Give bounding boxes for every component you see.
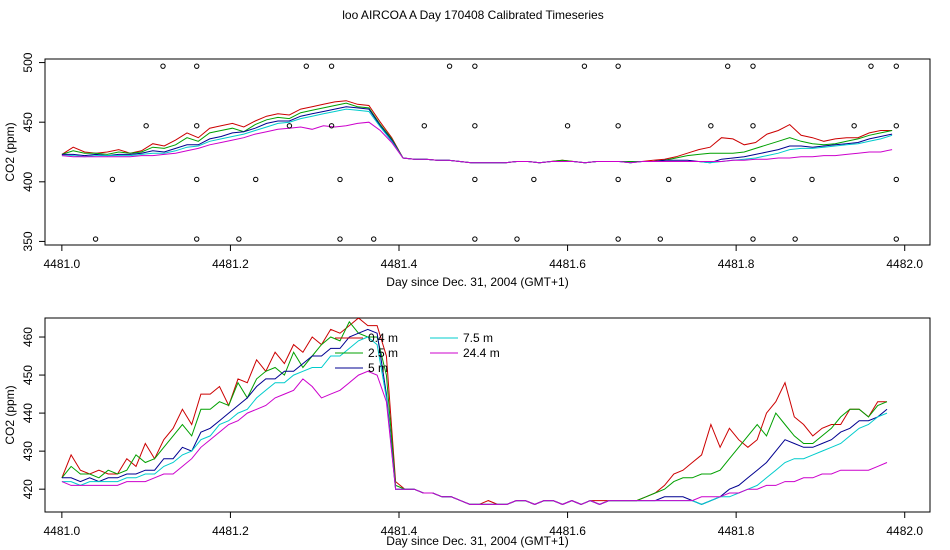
- series-group: [61, 100, 893, 164]
- legend-label: 7.5 m: [463, 331, 493, 345]
- outlier-point: [750, 176, 756, 183]
- outlier-point: [472, 123, 478, 129]
- outlier-point: [893, 63, 899, 69]
- x-tick-label: 4481.0: [44, 524, 81, 538]
- outlier-point: [564, 123, 571, 129]
- x-tick-label: 4481.6: [549, 257, 586, 271]
- y-tick-label: 450: [21, 365, 35, 385]
- legend-label: 0.4 m: [368, 331, 398, 345]
- y-tick-label: 450: [21, 112, 35, 132]
- y-tick-label: 420: [21, 479, 35, 499]
- outlier-point: [809, 176, 815, 183]
- outlier-point: [893, 176, 899, 183]
- outlier-point: [446, 63, 453, 69]
- x-tick-label: 4481.2: [212, 257, 249, 271]
- series-line-24-4-m: [61, 370, 888, 505]
- x-tick-label: 4481.0: [44, 257, 81, 271]
- outlier-point: [109, 176, 116, 183]
- outlier-point: [708, 123, 714, 129]
- outlier-point: [337, 236, 343, 242]
- series-line-5-m: [61, 106, 893, 164]
- y-axis-label: CO2 (ppm): [3, 122, 17, 181]
- y-tick-label: 440: [21, 403, 35, 423]
- x-tick-label: 4481.4: [381, 257, 418, 271]
- outlier-point: [303, 63, 309, 69]
- y-tick-label: 400: [21, 171, 35, 191]
- chart-title: loo AIRCOA A Day 170408 Calibrated Times…: [342, 8, 603, 22]
- outlier-point: [725, 63, 731, 69]
- y-tick-label: 500: [21, 52, 35, 72]
- outlier-point: [286, 123, 293, 129]
- legend-label: 5 m: [368, 361, 388, 375]
- x-tick-label: 4481.4: [381, 524, 418, 538]
- outlier-point: [194, 176, 200, 183]
- series-line-0-4-m: [61, 100, 893, 164]
- outlier-point: [194, 236, 200, 242]
- outlier-point: [160, 63, 166, 69]
- outlier-point: [337, 176, 343, 183]
- outlier-point: [472, 63, 478, 69]
- x-tick-label: 4481.8: [718, 524, 755, 538]
- outlier-point: [472, 176, 478, 183]
- legend-label: 24.4 m: [463, 346, 500, 360]
- outlier-point: [143, 123, 149, 129]
- outlier-point: [371, 236, 377, 242]
- series-group: [61, 318, 888, 505]
- outlier-point: [531, 176, 537, 183]
- x-tick-label: 4482.0: [886, 257, 923, 271]
- outlier-point: [893, 123, 899, 129]
- outlier-point: [666, 176, 672, 183]
- y-tick-label: 430: [21, 441, 35, 461]
- outlier-point: [514, 236, 520, 242]
- bottom-panel: 4481.0 4481.2 4481.4 4481.6 4481.8 4482.0 420 4…: [3, 317, 931, 548]
- y-tick-label: 460: [21, 327, 35, 347]
- x-tick-label: 4481.8: [718, 257, 755, 271]
- outlier-point: [851, 123, 857, 129]
- y-axis-label: CO2 (ppm): [3, 385, 17, 444]
- outlier-point: [328, 123, 335, 129]
- x-tick-label: 4481.6: [549, 524, 586, 538]
- y-tick-label: 350: [21, 231, 35, 251]
- legend-label: 2.5 m: [368, 346, 398, 360]
- outlier-point: [615, 63, 621, 69]
- series-line-7-5-m: [61, 108, 893, 164]
- outlier-point: [615, 236, 621, 242]
- top-panel: 4481.0 4481.2 4481.4 4481.6 4481.8 4482.0 350 4…: [3, 52, 931, 289]
- x-tick-label: 4482.0: [886, 524, 923, 538]
- outlier-point: [615, 176, 621, 183]
- outlier-point: [92, 236, 99, 242]
- x-axis-label: Day since Dec. 31, 2004 (GMT+1): [386, 275, 568, 289]
- legend: 0.4 m2.5 m5 m 7.5 m24.4 m: [335, 331, 500, 375]
- outlier-point: [194, 63, 200, 69]
- outlier-point: [750, 236, 756, 242]
- outlier-point: [472, 236, 478, 242]
- x-axis-label: Day since Dec. 31, 2004 (GMT+1): [386, 534, 568, 548]
- outlier-point: [893, 236, 899, 242]
- outlier-point: [750, 63, 756, 69]
- x-tick-label: 4481.2: [212, 524, 249, 538]
- outlier-point: [868, 63, 874, 69]
- outlier-point: [615, 123, 621, 129]
- outlier-point: [792, 236, 798, 242]
- outlier-point: [581, 63, 588, 69]
- plot-frame: [44, 58, 931, 246]
- outlier-point: [387, 176, 394, 183]
- outlier-point: [421, 123, 427, 129]
- outlier-point: [253, 176, 259, 183]
- series-line-7-5-m: [61, 336, 888, 505]
- outlier-point: [657, 236, 663, 242]
- outlier-point: [328, 63, 335, 69]
- plot-frame: [44, 317, 931, 513]
- series-line-24-4-m: [61, 121, 893, 164]
- outlier-point: [194, 123, 200, 129]
- outlier-point: [750, 123, 756, 129]
- outlier-point: [236, 236, 242, 242]
